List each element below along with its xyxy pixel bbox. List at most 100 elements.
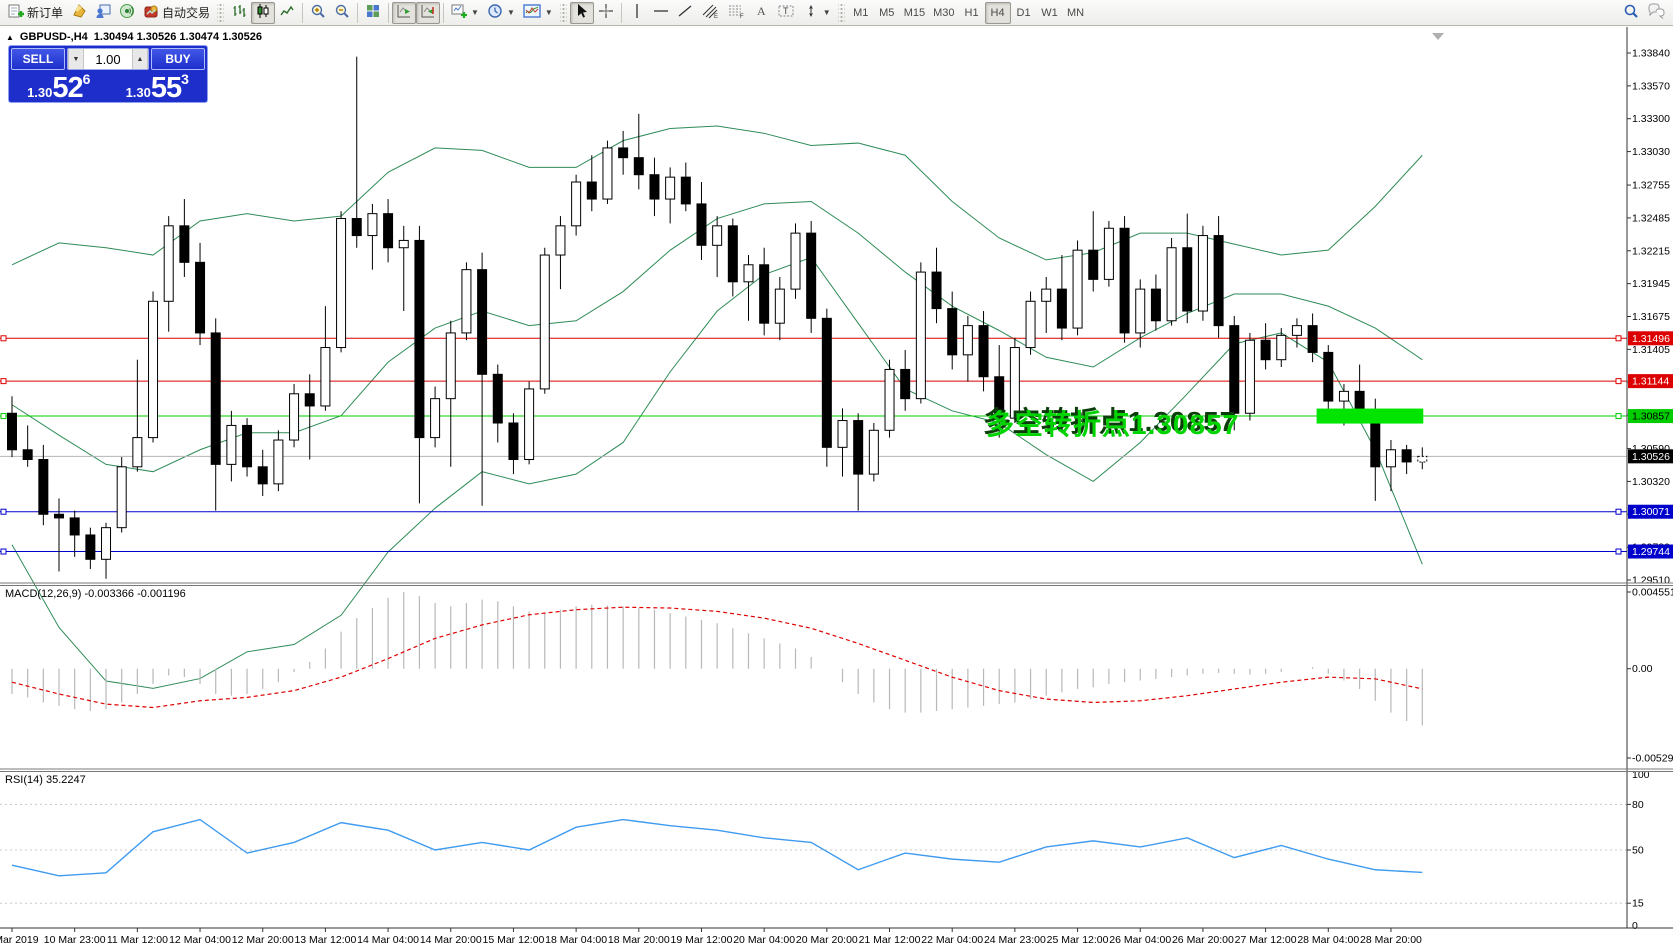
candle-body: [1072, 249, 1083, 329]
text-label-button[interactable]: T: [773, 2, 799, 24]
price-tick-label: 1.30320: [1632, 476, 1670, 488]
candle-body: [1338, 390, 1349, 402]
chart-shift-button[interactable]: [416, 1, 441, 24]
line-handle[interactable]: [0, 548, 7, 555]
collapse-panel-icon[interactable]: ▲: [6, 32, 14, 42]
zoom-in-icon: [310, 3, 326, 22]
chart-shift-icon: [420, 3, 436, 22]
equidistant-channel-button[interactable]: E: [697, 2, 723, 24]
line-handle[interactable]: [1615, 335, 1622, 342]
auto-scroll-button[interactable]: [392, 1, 417, 24]
candle-body: [1103, 227, 1114, 280]
line-handle[interactable]: [0, 413, 7, 420]
zoom-out-button[interactable]: [330, 2, 354, 24]
rsi-indicator-label: RSI(14) 35.2247: [5, 774, 86, 786]
triangle-up-icon: ▲: [136, 55, 144, 63]
market-watch-button[interactable]: [91, 2, 115, 24]
profiles-dropdown[interactable]: ▼: [483, 2, 519, 24]
text-button[interactable]: A: [749, 2, 773, 24]
buy-price-prefix: 1.30: [125, 85, 151, 100]
line-chart-button[interactable]: [275, 2, 299, 24]
timeframe-m1-button[interactable]: M1: [848, 2, 874, 24]
bollinger-lower-band: [11, 256, 1423, 689]
candle-body: [445, 332, 456, 400]
candle-body: [884, 368, 895, 431]
fibonacci-button[interactable]: F: [723, 2, 749, 24]
turning-point-highlight-rect[interactable]: [1316, 408, 1424, 424]
timeframe-m5-button[interactable]: M5: [874, 2, 900, 24]
line-handle[interactable]: [1615, 378, 1622, 385]
toolbar-separator: [620, 2, 622, 23]
equidistant-channel-icon: E: [701, 3, 719, 22]
indicators-dropdown[interactable]: ▼: [519, 2, 557, 24]
candle-body: [665, 176, 676, 200]
volume-decrease-button[interactable]: ▼: [68, 49, 84, 69]
line-handle[interactable]: [1615, 508, 1622, 515]
candle-body: [1119, 227, 1130, 334]
sell-button[interactable]: SELL: [11, 48, 65, 70]
arrows-dropdown[interactable]: ▼: [799, 2, 835, 24]
chart-annotation-text[interactable]: 多空转折点1.30857: [986, 409, 1240, 440]
search-button[interactable]: [1619, 2, 1643, 24]
sell-price-tile[interactable]: 1.30 52 6: [11, 72, 107, 103]
candle-body: [1229, 325, 1240, 414]
trendline-button[interactable]: [673, 2, 697, 24]
timeframe-h4-button[interactable]: H4: [984, 1, 1011, 24]
new-order-label: 新订单: [27, 6, 64, 20]
candle-body: [1276, 334, 1287, 361]
time-axis-label: 25 Mar 12:00: [1047, 934, 1109, 946]
horizontal-line-button[interactable]: [649, 2, 673, 24]
line-handle[interactable]: [0, 508, 7, 515]
chat-button[interactable]: [1643, 2, 1669, 24]
candle-body: [868, 429, 879, 475]
macd-pane: 0.004551 0.00 -0.005295: [11, 587, 1673, 765]
objects-layer[interactable]: [1316, 408, 1424, 424]
toolbar: 新订单 自动交易: [0, 0, 1673, 26]
timeframe-m30-button[interactable]: M30: [929, 2, 958, 24]
time-axis-label: 8 Mar 2019: [0, 934, 39, 946]
timeframe-m15-button[interactable]: M15: [900, 2, 929, 24]
time-axis-label: 20 Mar 20:00: [796, 934, 858, 946]
line-handle[interactable]: [1615, 413, 1622, 420]
chart-window[interactable]: 1.33840 1.33570 1.33300 1.33030 1.32755 1.324…: [0, 27, 1673, 950]
sell-button-label: SELL: [22, 52, 54, 66]
time-axis-label: 20 Mar 04:00: [733, 934, 795, 946]
volume-input[interactable]: 1.00: [95, 51, 121, 67]
new-chart-icon: [451, 3, 468, 22]
crosshair-button[interactable]: [594, 2, 618, 24]
time-axis-label: 12 Mar 20:00: [232, 934, 294, 946]
metaeditor-button[interactable]: [67, 2, 91, 24]
line-handle[interactable]: [0, 378, 7, 385]
candle-body: [1213, 235, 1224, 327]
candle-body: [38, 459, 49, 515]
price-chart-canvas[interactable]: 1.33840 1.33570 1.33300 1.33030 1.32755 1.324…: [0, 27, 1673, 950]
zoom-in-button[interactable]: [306, 2, 330, 24]
line-handle[interactable]: [1615, 548, 1622, 555]
cursor-button[interactable]: [569, 1, 594, 24]
buy-price-tile[interactable]: 1.30 55 3: [109, 71, 205, 103]
time-axis-label: 12 Mar 04:00: [169, 934, 231, 946]
timeframe-d1-button[interactable]: D1: [1011, 2, 1037, 24]
volume-increase-button[interactable]: ▲: [132, 49, 148, 69]
buy-price-pip: 3: [181, 71, 189, 87]
bar-chart-button[interactable]: [227, 2, 251, 24]
price-badge-label: 1.30857: [1632, 411, 1670, 423]
time-axis-label: 21 Mar 12:00: [859, 934, 921, 946]
new-chart-dropdown[interactable]: ▼: [447, 2, 483, 24]
candlestick-button[interactable]: [251, 1, 276, 24]
line-handle[interactable]: [0, 335, 7, 342]
rsi-level-label: 50: [1632, 845, 1644, 857]
timeframe-mn-button[interactable]: MN: [1063, 2, 1089, 24]
tile-windows-button[interactable]: [361, 2, 385, 24]
chart-shift-marker-icon[interactable]: [1432, 33, 1444, 40]
autotrading-button[interactable]: 自动交易: [139, 2, 214, 24]
price-tick-label: 1.33030: [1632, 146, 1670, 158]
new-order-button[interactable]: 新订单: [4, 2, 67, 24]
timeframe-w1-button[interactable]: W1: [1037, 2, 1063, 24]
price-badge-label: 1.30526: [1632, 451, 1670, 463]
timeframe-h1-button[interactable]: H1: [959, 2, 985, 24]
signals-button[interactable]: [115, 2, 139, 24]
buy-button[interactable]: BUY: [151, 48, 205, 70]
rsi-level-label: 15: [1632, 898, 1644, 910]
vertical-line-button[interactable]: [625, 2, 649, 24]
